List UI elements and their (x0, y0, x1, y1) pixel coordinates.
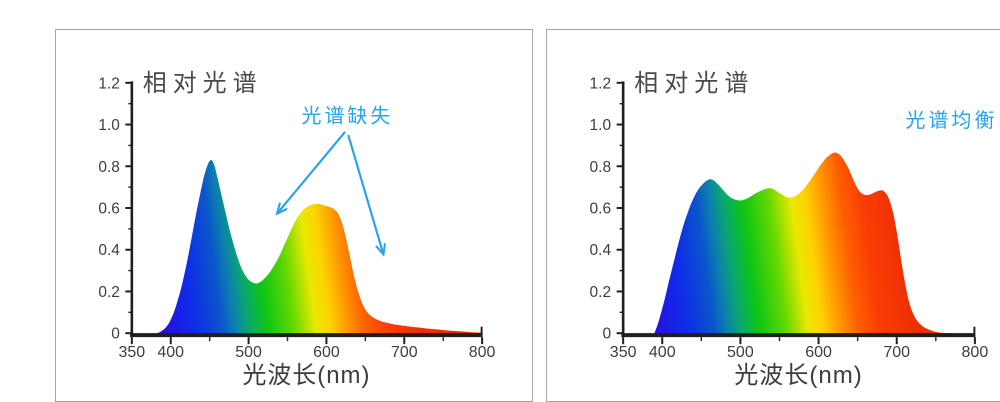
y-tick-label: 0 (602, 326, 611, 343)
y-tick-label: 1.2 (98, 75, 119, 92)
y-tick-label: 1.0 (98, 117, 119, 134)
x-tick-label: 400 (649, 344, 676, 361)
annotation-arrow (277, 131, 346, 213)
chart-title: 相对光谱 (634, 70, 754, 97)
y-tick-label: 0.4 (98, 242, 120, 259)
x-tick-label: 800 (962, 344, 989, 361)
y-tick-label: 0.6 (98, 200, 119, 217)
x-tick-label: 400 (157, 344, 184, 361)
y-tick-label: 0.8 (98, 159, 119, 176)
y-tick-label: 0 (111, 326, 120, 343)
x-tick-label: 800 (469, 344, 496, 361)
x-axis-label: 光波长(nm) (242, 362, 370, 389)
y-tick-label: 0.2 (590, 284, 612, 301)
annotation-text: 光谱缺失 (302, 105, 394, 128)
chart-panel-left: 0 0.2 0.4 0.6 0.8 1.0 1.2 350 400 500 600 700 800 相对光… (55, 29, 533, 402)
x-tick-label: 600 (805, 344, 832, 361)
chart-title: 相对光谱 (143, 70, 263, 97)
x-tick-label: 350 (610, 344, 637, 361)
chart-panel-right: 0 0.2 0.4 0.6 0.8 1.0 1.2 350 400 500 600 700 800 相对光… (546, 29, 1000, 402)
spectrum-chart-deficient: 0 0.2 0.4 0.6 0.8 1.0 1.2 350 400 500 600 700 800 相对光… (98, 70, 496, 389)
x-tick-label: 700 (883, 344, 910, 361)
y-tick-label: 1.0 (590, 117, 612, 134)
spectrum-area (654, 152, 952, 335)
x-tick-label: 700 (391, 344, 418, 361)
x-tick-label: 500 (235, 344, 262, 361)
y-tick-label: 0.4 (590, 242, 612, 259)
annotation-arrow (347, 134, 383, 254)
x-tick-label: 500 (727, 344, 754, 361)
y-tick-label: 0.6 (590, 201, 612, 218)
x-axis-label: 光波长(nm) (734, 362, 863, 389)
y-tick-label: 1.2 (590, 75, 612, 92)
y-tick-label: 0.2 (98, 284, 119, 301)
y-tick-label: 0.8 (590, 159, 612, 176)
annotation-text: 光谱均衡 (905, 109, 997, 132)
spectrum-area (157, 160, 483, 335)
x-tick-label: 600 (313, 344, 340, 361)
x-tick-label: 350 (119, 344, 146, 361)
spectrum-chart-balanced: 0 0.2 0.4 0.6 0.8 1.0 1.2 350 400 500 600 700 800 相对光… (590, 70, 997, 389)
